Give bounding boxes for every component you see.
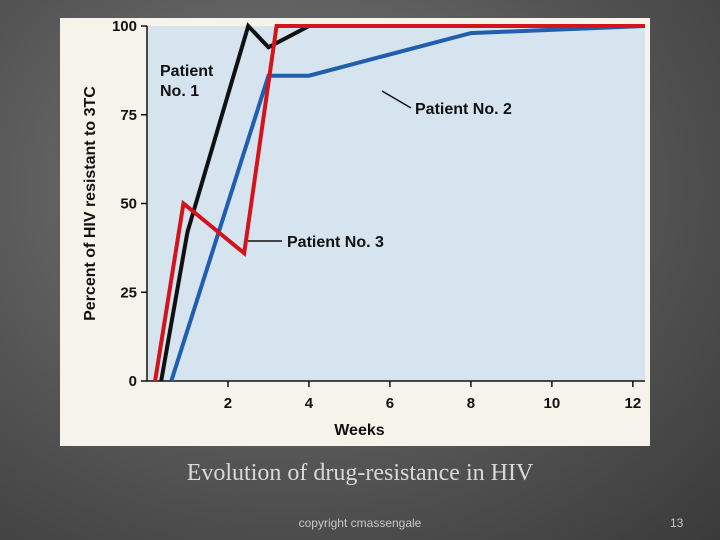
y-tick-label: 100 [112,18,137,35]
series-label-1: Patient [160,63,214,80]
y-tick-label: 25 [120,284,137,301]
x-tick-label: 8 [467,395,475,412]
x-tick-label: 12 [625,395,642,412]
y-tick-label: 75 [120,107,137,124]
series-line-2 [169,24,646,382]
x-tick-label: 6 [386,395,394,412]
page-number: 13 [670,516,684,530]
y-axis-title: Percent of HIV resistant to 3TC [82,86,99,321]
slide-caption: Evolution of drug-resistance in HIV [186,460,534,486]
x-axis-title: Weeks [334,422,385,439]
tick-marks [141,25,634,387]
line-chart: 0 25 50 75 100 2 4 6 8 10 12 Patient No. 1 Patient N… [82,18,646,439]
series-label-3: Patient No. 3 [287,234,384,251]
series-label-2: Patient No. 2 [415,101,512,118]
series-label-1: No. 1 [160,83,199,100]
x-tick-label: 10 [544,395,561,412]
tick-labels: 0 25 50 75 100 2 4 6 8 10 12 [112,18,641,412]
y-tick-label: 50 [120,196,137,213]
series-line-3 [153,24,645,382]
footer-copyright: copyright cmassengale [298,516,422,530]
x-tick-label: 4 [305,395,314,412]
chart-figure: 0 25 50 75 100 2 4 6 8 10 12 Patient No. 1 Patient N… [60,18,650,446]
x-tick-label: 2 [224,395,232,412]
y-tick-label: 0 [129,373,137,390]
annotation-leader-line [381,90,412,109]
series-lines [153,22,646,382]
series-annotations: Patient No. 1 Patient No. 2 Patient No. 3 [160,63,512,251]
plot-area [147,26,645,381]
